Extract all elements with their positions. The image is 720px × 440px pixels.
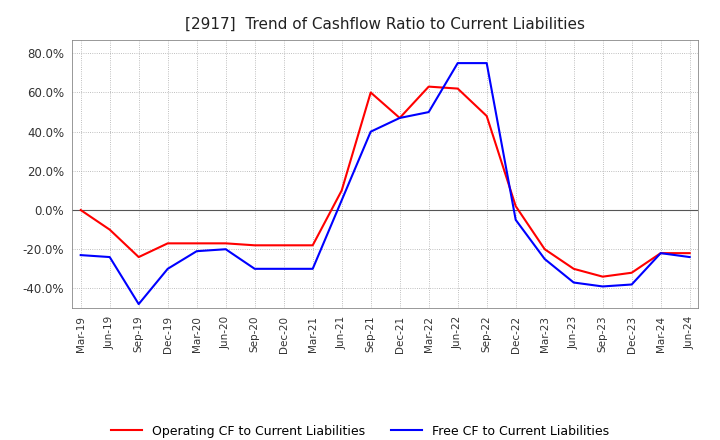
- Operating CF to Current Liabilities: [424, 84, 433, 89]
- Operating CF to Current Liabilities: [76, 207, 85, 213]
- Title: [2917]  Trend of Cashflow Ratio to Current Liabilities: [2917] Trend of Cashflow Ratio to Curren…: [185, 16, 585, 32]
- Operating CF to Current Liabilities: [685, 250, 694, 256]
- Operating CF to Current Liabilities: [657, 250, 665, 256]
- Free CF to Current Liabilities: [424, 110, 433, 115]
- Operating CF to Current Liabilities: [251, 243, 259, 248]
- Operating CF to Current Liabilities: [511, 203, 520, 209]
- Free CF to Current Liabilities: [221, 246, 230, 252]
- Operating CF to Current Liabilities: [279, 243, 288, 248]
- Legend: Operating CF to Current Liabilities, Free CF to Current Liabilities: Operating CF to Current Liabilities, Fre…: [106, 420, 614, 440]
- Free CF to Current Liabilities: [105, 254, 114, 260]
- Free CF to Current Liabilities: [76, 253, 85, 258]
- Free CF to Current Liabilities: [511, 217, 520, 223]
- Operating CF to Current Liabilities: [366, 90, 375, 95]
- Free CF to Current Liabilities: [338, 198, 346, 203]
- Free CF to Current Liabilities: [570, 280, 578, 285]
- Operating CF to Current Liabilities: [541, 246, 549, 252]
- Free CF to Current Liabilities: [366, 129, 375, 134]
- Free CF to Current Liabilities: [135, 301, 143, 307]
- Free CF to Current Liabilities: [598, 284, 607, 289]
- Operating CF to Current Liabilities: [163, 241, 172, 246]
- Operating CF to Current Liabilities: [105, 227, 114, 232]
- Free CF to Current Liabilities: [192, 249, 201, 254]
- Free CF to Current Liabilities: [657, 250, 665, 256]
- Free CF to Current Liabilities: [251, 266, 259, 271]
- Line: Operating CF to Current Liabilities: Operating CF to Current Liabilities: [81, 87, 690, 277]
- Free CF to Current Liabilities: [627, 282, 636, 287]
- Free CF to Current Liabilities: [685, 254, 694, 260]
- Operating CF to Current Liabilities: [454, 86, 462, 91]
- Operating CF to Current Liabilities: [135, 254, 143, 260]
- Operating CF to Current Liabilities: [308, 243, 317, 248]
- Operating CF to Current Liabilities: [570, 266, 578, 271]
- Operating CF to Current Liabilities: [395, 115, 404, 121]
- Free CF to Current Liabilities: [541, 257, 549, 262]
- Line: Free CF to Current Liabilities: Free CF to Current Liabilities: [81, 63, 690, 304]
- Free CF to Current Liabilities: [163, 266, 172, 271]
- Operating CF to Current Liabilities: [598, 274, 607, 279]
- Operating CF to Current Liabilities: [482, 114, 491, 119]
- Operating CF to Current Liabilities: [192, 241, 201, 246]
- Operating CF to Current Liabilities: [338, 188, 346, 193]
- Operating CF to Current Liabilities: [627, 270, 636, 275]
- Free CF to Current Liabilities: [308, 266, 317, 271]
- Free CF to Current Liabilities: [482, 60, 491, 66]
- Operating CF to Current Liabilities: [221, 241, 230, 246]
- Free CF to Current Liabilities: [454, 60, 462, 66]
- Free CF to Current Liabilities: [395, 115, 404, 121]
- Free CF to Current Liabilities: [279, 266, 288, 271]
